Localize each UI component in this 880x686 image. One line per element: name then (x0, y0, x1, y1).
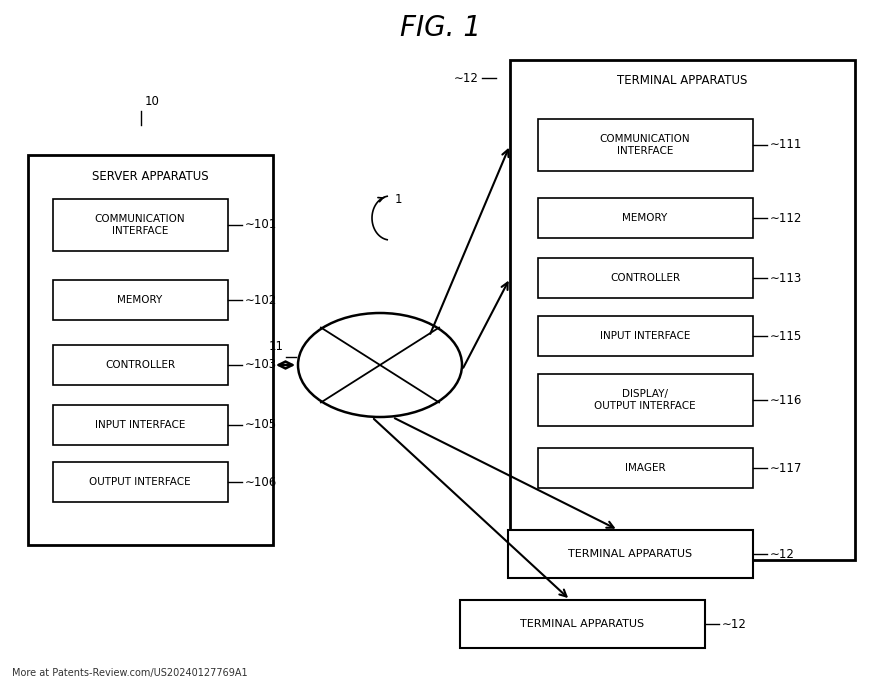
Text: IMAGER: IMAGER (625, 463, 665, 473)
Text: ∼102: ∼102 (245, 294, 276, 307)
Bar (538, 119, 752, 171)
Text: TERMINAL APPARATUS: TERMINAL APPARATUS (568, 549, 693, 559)
Bar (538, 374, 752, 426)
Bar (53, 462, 228, 502)
Text: TERMINAL APPARATUS: TERMINAL APPARATUS (617, 73, 748, 86)
Text: ∼106: ∼106 (245, 475, 276, 488)
Bar (28, 155, 273, 545)
Text: CONTROLLER: CONTROLLER (105, 360, 175, 370)
Text: MEMORY: MEMORY (117, 295, 163, 305)
Text: COMMUNICATION
INTERFACE: COMMUNICATION INTERFACE (95, 214, 186, 236)
Text: TERMINAL APPARATUS: TERMINAL APPARATUS (520, 619, 644, 629)
Bar (510, 60, 855, 560)
Ellipse shape (298, 313, 462, 417)
Bar (508, 530, 753, 578)
Text: ∼12: ∼12 (722, 617, 747, 630)
Bar (538, 316, 752, 356)
Text: ∼101: ∼101 (245, 219, 276, 231)
Text: COMMUNICATION
INTERFACE: COMMUNICATION INTERFACE (599, 134, 690, 156)
Text: More at Patents-Review.com/US20240127769A1: More at Patents-Review.com/US20240127769… (12, 668, 247, 678)
Text: ∼115: ∼115 (769, 329, 802, 342)
Bar (53, 345, 228, 385)
Text: ∼116: ∼116 (769, 394, 802, 407)
Text: ∼112: ∼112 (769, 211, 802, 224)
Text: DISPLAY/
OUTPUT INTERFACE: DISPLAY/ OUTPUT INTERFACE (594, 389, 696, 411)
Text: ∼117: ∼117 (769, 462, 802, 475)
Text: 10: 10 (144, 95, 159, 108)
Text: INPUT INTERFACE: INPUT INTERFACE (95, 420, 185, 430)
Text: ∼111: ∼111 (769, 139, 802, 152)
Text: SERVER APPARATUS: SERVER APPARATUS (92, 171, 209, 183)
Bar (538, 258, 752, 298)
Text: CONTROLLER: CONTROLLER (610, 273, 680, 283)
Text: ∼105: ∼105 (245, 418, 276, 431)
Text: 1: 1 (394, 193, 402, 206)
Bar (460, 600, 705, 648)
Text: MEMORY: MEMORY (622, 213, 668, 223)
Bar (538, 198, 752, 238)
Text: ∼12: ∼12 (454, 71, 479, 84)
Text: OUTPUT INTERFACE: OUTPUT INTERFACE (89, 477, 191, 487)
Text: ∼103: ∼103 (245, 359, 276, 372)
Text: 11: 11 (269, 340, 284, 353)
Bar (53, 280, 228, 320)
Text: ∼113: ∼113 (769, 272, 802, 285)
Text: FIG. 1: FIG. 1 (400, 14, 480, 42)
Text: INPUT INTERFACE: INPUT INTERFACE (600, 331, 690, 341)
Bar (53, 405, 228, 445)
Bar (538, 448, 752, 488)
Text: ∼12: ∼12 (770, 547, 795, 560)
Bar (53, 199, 228, 251)
